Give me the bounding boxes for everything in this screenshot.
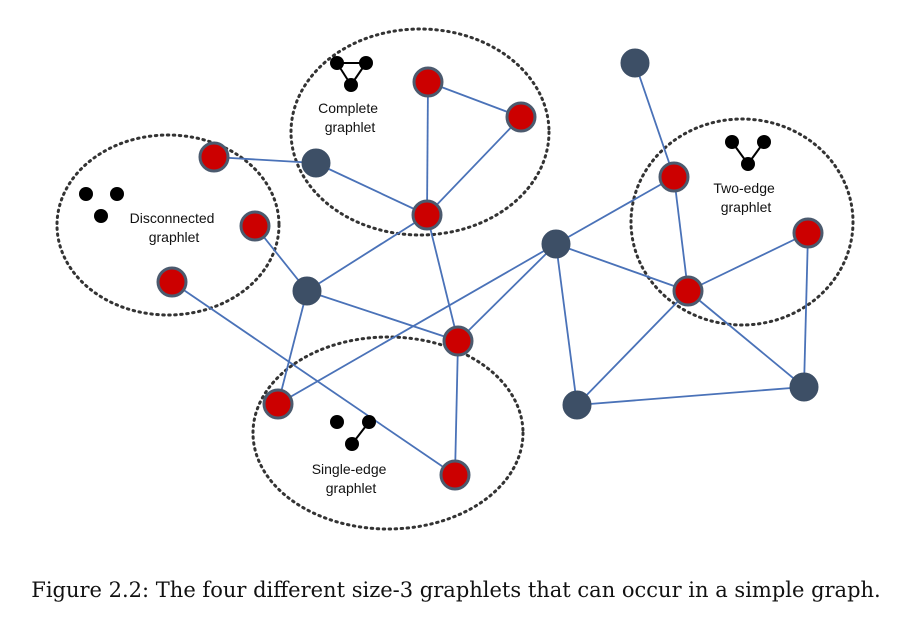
graphlet-node-n4	[412, 66, 444, 98]
edge-n14-n16	[687, 232, 809, 292]
graphlet-node-n6	[411, 199, 443, 231]
edge-n8-n10	[277, 290, 308, 405]
disconnected-label-line-2: graphlet	[149, 229, 200, 245]
edge-n12-n14	[555, 243, 689, 292]
edge-n17-n18	[576, 386, 805, 406]
edge-n10-n12	[277, 243, 557, 405]
single-edge-label-line-2: graphlet	[326, 480, 377, 496]
region-complete	[289, 27, 551, 237]
complete-label-line-1: Complete	[318, 100, 378, 116]
two-edge-graphlet-icon	[725, 135, 771, 171]
figure-caption: Figure 2.2: The four different size-3 gr…	[31, 578, 881, 602]
two-edge-graphlet-label: Two-edge graphlet	[713, 180, 778, 215]
graphlet-node-n14	[672, 275, 704, 307]
edge-n4-n6	[426, 81, 429, 216]
edge-n9-n11	[454, 340, 459, 476]
single-edge-graphlet-label: Single-edge graphlet	[312, 461, 391, 496]
two-edge-label-line-1: Two-edge	[713, 180, 775, 196]
graphlet-node-n9	[442, 325, 474, 357]
graphlet-node-n16	[792, 217, 824, 249]
single-edge-label-line-1: Single-edge	[312, 461, 387, 477]
edge-n3-n11	[171, 281, 456, 476]
edge-n7-n6	[315, 162, 428, 216]
edge-n12-n17	[555, 243, 578, 406]
graph-node-n18	[789, 372, 819, 402]
graph-node-n17	[562, 390, 592, 420]
graphlet-node-n13	[658, 161, 690, 193]
edge-n8-n9	[306, 290, 459, 342]
triangle-graphlet-icon	[330, 56, 373, 92]
edge-n1-n7	[213, 156, 317, 164]
edge-n4-n5	[427, 81, 522, 118]
edge-n13-n14	[673, 176, 689, 292]
single-edge-graphlet-icon	[330, 415, 376, 451]
edge-n14-n17	[576, 290, 689, 406]
graph-node-n7	[301, 148, 331, 178]
complete-label-line-2: graphlet	[325, 119, 376, 135]
disconnected-label-line-1: Disconnected	[130, 210, 215, 226]
disconnected-graphlet-icon	[79, 187, 124, 223]
graphlet-node-n11	[439, 459, 471, 491]
graphlet-regions	[55, 27, 855, 531]
graphlet-figure: Complete graphlet Disconnected graphlet …	[55, 27, 855, 531]
edge-n14-n18	[687, 290, 805, 388]
graph-node-n8	[292, 276, 322, 306]
graphlet-node-n3	[156, 266, 188, 298]
edge-n15-n13	[634, 62, 675, 178]
graph-nodes	[156, 48, 824, 491]
edge-n9-n12	[457, 243, 557, 342]
edge-n16-n18	[803, 232, 809, 388]
complete-graphlet-label: Complete graphlet	[318, 100, 382, 135]
edge-n5-n6	[426, 116, 522, 216]
graph-node-n15	[620, 48, 650, 78]
edge-n6-n9	[426, 214, 459, 342]
edge-n6-n8	[306, 214, 428, 292]
two-edge-label-line-2: graphlet	[721, 199, 772, 215]
graph-node-n12	[541, 229, 571, 259]
edge-n12-n13	[555, 176, 675, 245]
region-two-edge	[629, 117, 855, 327]
graphlet-node-n10	[262, 388, 294, 420]
region-disconnected	[55, 133, 281, 317]
graphlet-node-n5	[505, 101, 537, 133]
graphlet-node-n1	[198, 141, 230, 173]
graphlet-node-n2	[239, 210, 271, 242]
region-single-edge	[251, 335, 525, 531]
graph-edges	[171, 62, 809, 476]
disconnected-graphlet-label: Disconnected graphlet	[130, 210, 219, 245]
